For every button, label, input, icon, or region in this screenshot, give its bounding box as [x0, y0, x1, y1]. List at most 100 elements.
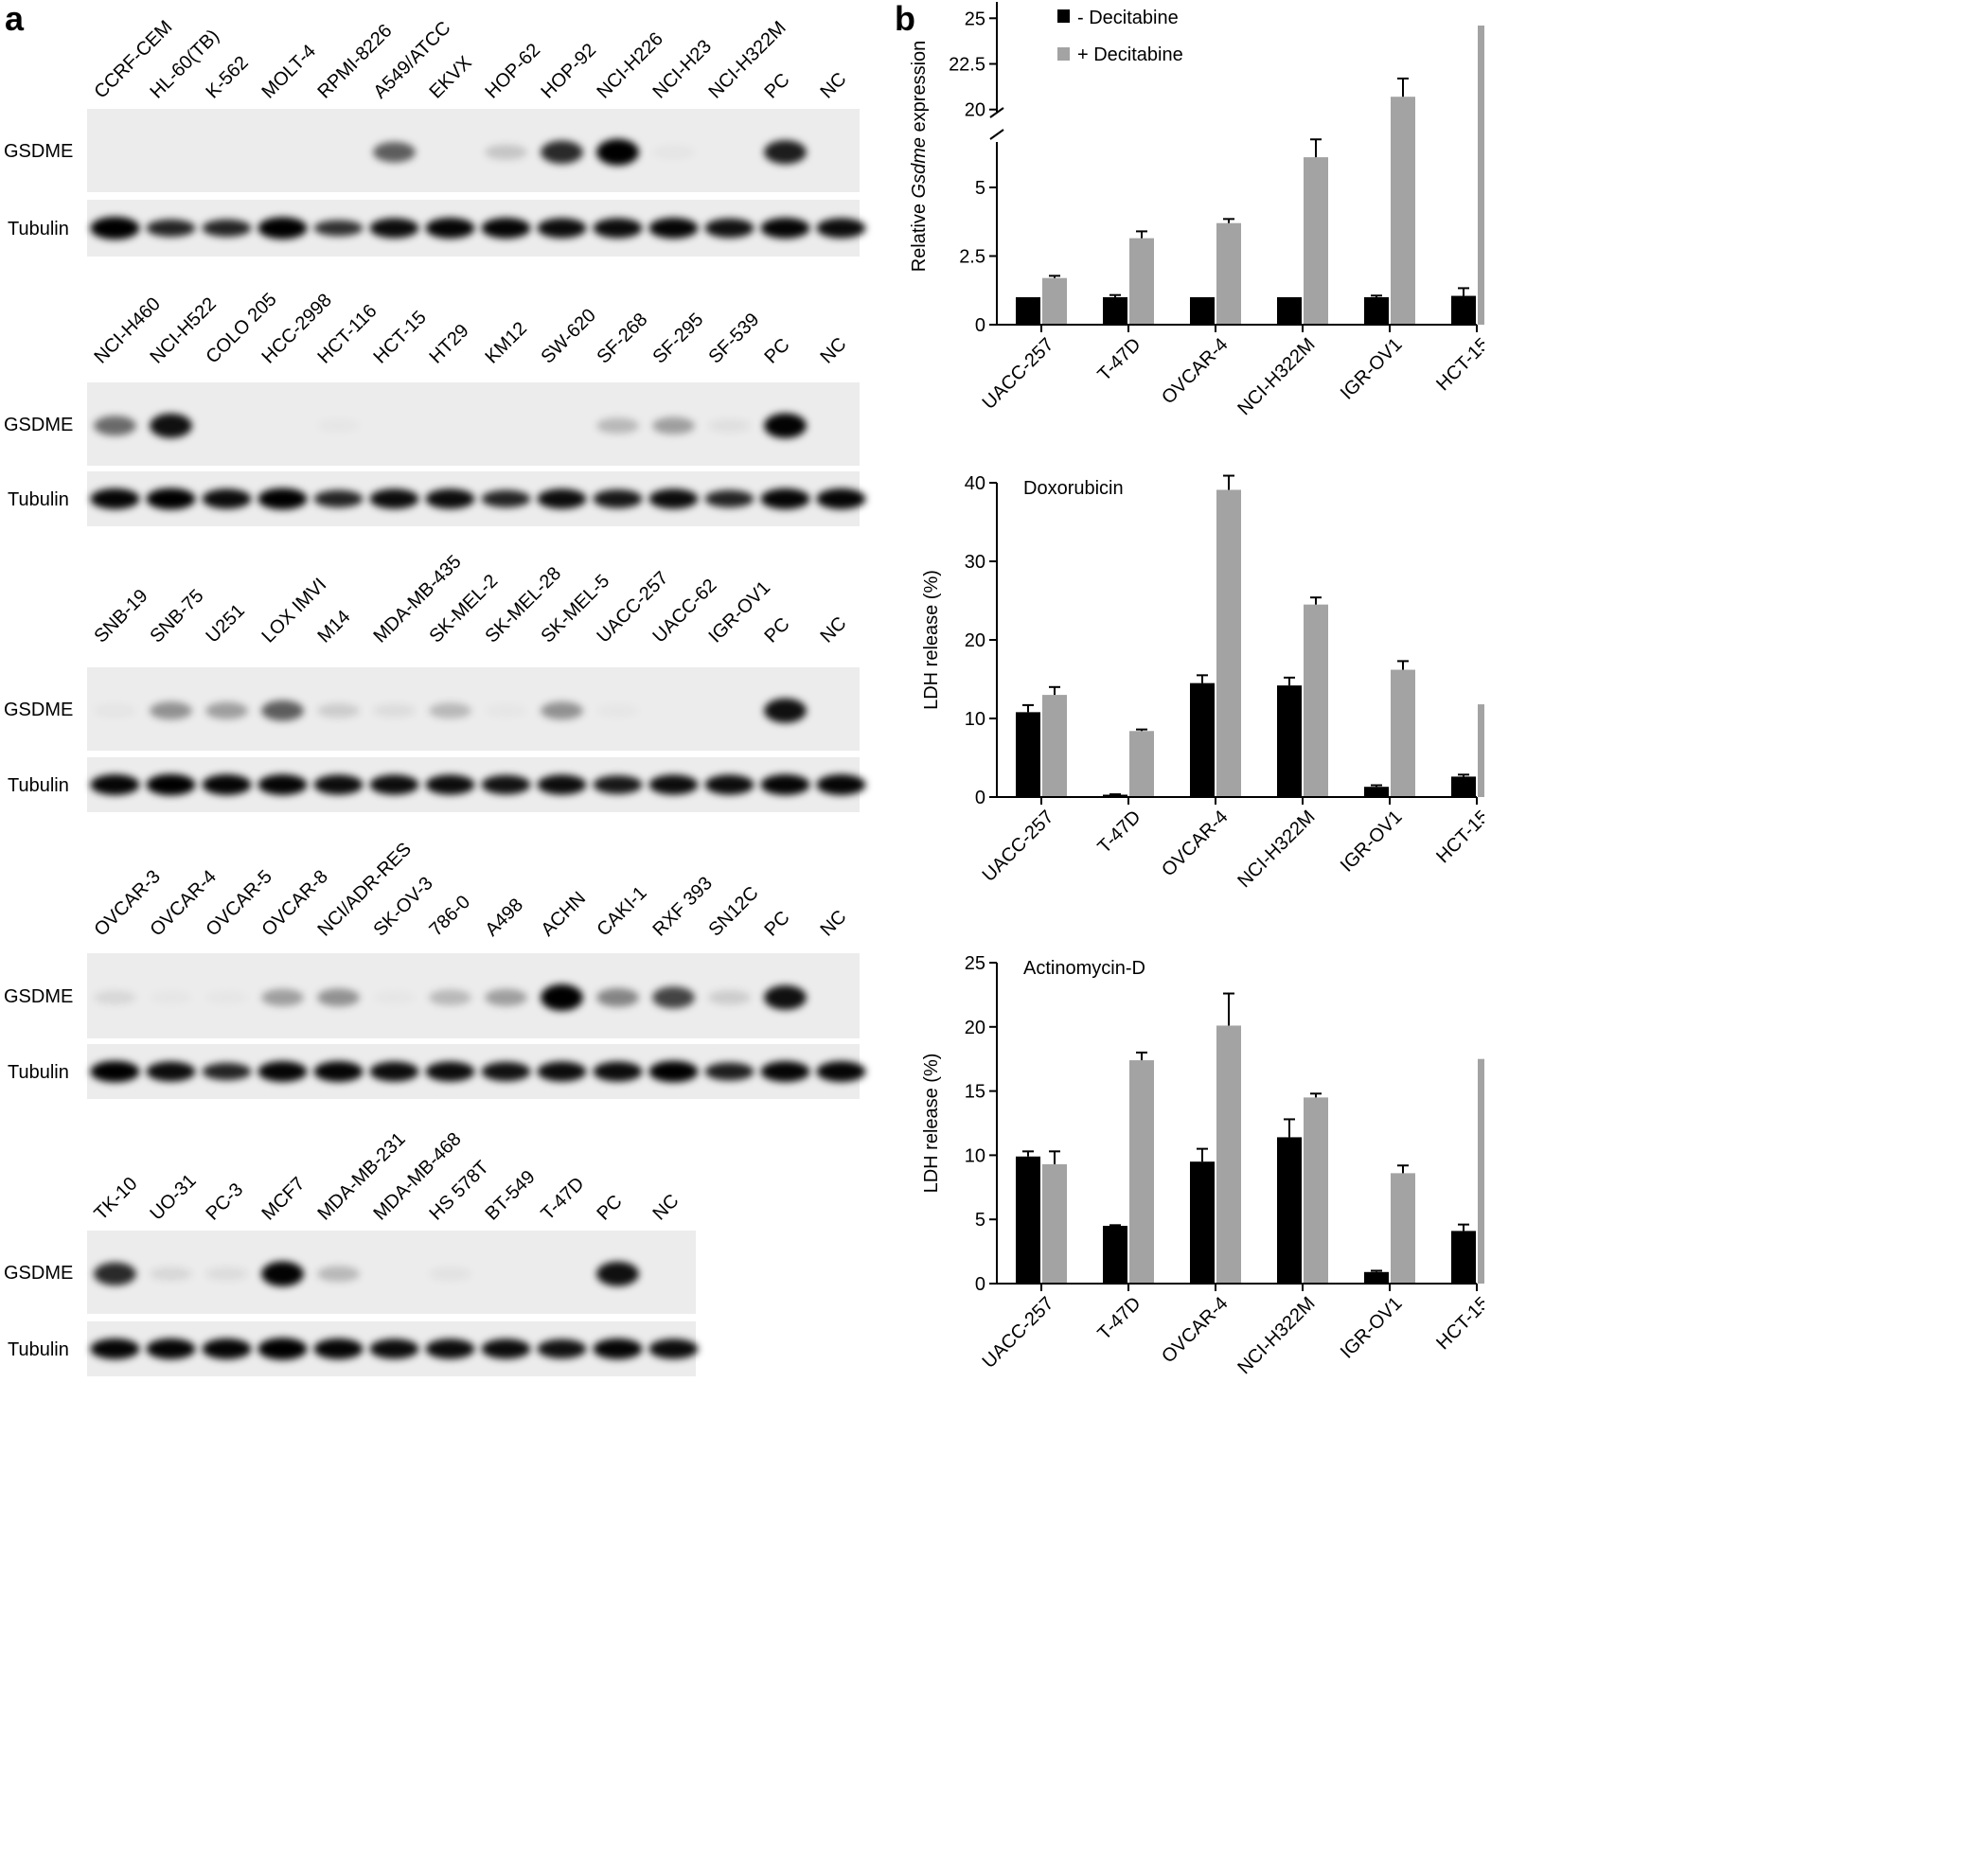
tubulin-band — [425, 774, 475, 795]
lane-label: 786-0 — [425, 892, 474, 941]
x-tick-label: OVCAR-4 — [1158, 806, 1232, 880]
tubulin-band — [313, 1061, 364, 1082]
gsdme-band — [708, 418, 751, 434]
tubulin-band — [481, 1338, 531, 1359]
tubulin-band — [648, 1060, 699, 1083]
x-tick-label: UACC-257 — [979, 806, 1058, 886]
panel-a-label: a — [5, 0, 25, 38]
axis-break-mark — [989, 107, 1004, 118]
tubulin-row-label: Tubulin — [8, 489, 69, 510]
gsdme-band — [261, 988, 304, 1006]
gsdme-band — [261, 700, 304, 721]
minus-decitabine-bar — [1190, 682, 1215, 797]
tubulin-band — [816, 774, 866, 795]
plus-decitabine-bar — [1304, 604, 1328, 797]
plus-decitabine-bar — [1478, 1058, 1484, 1284]
tubulin-band — [425, 218, 475, 239]
gsdme-band — [764, 140, 807, 165]
tubulin-band — [648, 1338, 699, 1359]
gsdme-band — [596, 1261, 639, 1286]
tubulin-band — [704, 218, 754, 239]
y-tick-label: 10 — [965, 1145, 985, 1166]
x-tick-label: HCT-15 — [1432, 1293, 1484, 1354]
gsdme-band — [764, 413, 807, 439]
x-tick-label: NCI-H322M — [1234, 1293, 1319, 1378]
tubulin-band — [593, 489, 643, 508]
gsdme-band — [485, 704, 527, 718]
x-tick-label: IGR-OV1 — [1337, 806, 1407, 877]
tubulin-band — [648, 218, 699, 239]
tubulin-band — [313, 489, 364, 508]
tubulin-band — [537, 1061, 587, 1082]
x-tick-label: IGR-OV1 — [1337, 1293, 1407, 1363]
minus-decitabine-bar — [1277, 297, 1302, 325]
gsdme-band — [94, 704, 136, 718]
minus-decitabine-bar — [1103, 794, 1127, 797]
gsdme-band — [429, 702, 471, 719]
plus-decitabine-bar — [1391, 669, 1415, 797]
y-axis-label: LDH release (%) — [921, 1054, 942, 1194]
tubulin-band — [369, 218, 419, 239]
lane-label: K-562 — [202, 52, 252, 102]
gsdme-band — [541, 701, 583, 720]
y-tick-label: 2.5 — [959, 247, 985, 268]
gsdme-band — [261, 1261, 304, 1287]
tubulin-band — [704, 1062, 754, 1081]
gsdme-band — [485, 988, 527, 1006]
gsdme-band — [652, 146, 695, 159]
lane-label: NCI/ADR-RES — [313, 839, 415, 940]
gsdme-band — [541, 984, 583, 1011]
lane-label: TK-10 — [90, 1173, 141, 1224]
tubulin-band — [90, 774, 140, 795]
lane-label: PC — [760, 334, 793, 367]
lane-label: HOP-62 — [481, 40, 544, 103]
legend-label-plus: + Decitabine — [1077, 44, 1183, 65]
y-tick-label: 25 — [965, 953, 985, 974]
plus-decitabine-bar — [1391, 97, 1415, 325]
minus-decitabine-bar — [1190, 1161, 1215, 1284]
gsdme-band — [150, 991, 192, 1004]
lane-label: PC — [760, 69, 793, 102]
lane-label: PC — [760, 613, 793, 647]
x-tick-label: HCT-15 — [1432, 334, 1484, 395]
gsdme-row-label: GSDME — [4, 986, 73, 1007]
lane-label: NC — [816, 907, 850, 941]
gsdme-band — [596, 417, 639, 434]
lane-label: SW-620 — [537, 305, 599, 367]
gsdme-band — [150, 701, 192, 720]
tubulin-band — [425, 488, 475, 509]
plus-decitabine-bar — [1216, 489, 1241, 797]
tubulin-band — [90, 217, 140, 239]
tubulin-band — [481, 774, 531, 795]
tubulin-band — [425, 1338, 475, 1359]
lane-label: PC — [593, 1191, 626, 1224]
y-tick-label: 10 — [965, 709, 985, 730]
tubulin-band — [537, 774, 587, 795]
tubulin-band — [257, 1061, 308, 1082]
legend-swatch-minus — [1057, 9, 1070, 23]
gsdme-band — [94, 416, 136, 436]
tubulin-band — [648, 488, 699, 509]
lane-label: M14 — [313, 606, 354, 647]
tubulin-band — [481, 489, 531, 508]
gsdme-row-label: GSDME — [4, 700, 73, 720]
tubulin-band — [593, 1338, 643, 1359]
gsdme-band — [541, 140, 583, 165]
tubulin-band — [146, 773, 196, 796]
tubulin-band — [760, 218, 810, 239]
gsdme-band — [205, 701, 248, 719]
panel-b-label: b — [895, 0, 915, 38]
tubulin-band — [369, 1338, 419, 1359]
lane-label: KM12 — [481, 318, 531, 368]
lane-label: BT-549 — [481, 1166, 539, 1224]
lane-label: SF-268 — [593, 310, 651, 368]
tubulin-band — [146, 1338, 196, 1359]
tubulin-band — [704, 489, 754, 508]
lane-label: CAKI-1 — [593, 882, 650, 940]
plus-decitabine-bar — [1129, 731, 1154, 797]
lane-label: SF-539 — [704, 310, 763, 368]
tubulin-band — [90, 1338, 140, 1359]
lane-label: NC — [816, 334, 850, 368]
doxorubicin-ldh-chart: 0 10 20 30 40 LDH release (%) Doxorubicin UACC-… — [921, 473, 1484, 892]
tubulin-band — [760, 488, 810, 509]
